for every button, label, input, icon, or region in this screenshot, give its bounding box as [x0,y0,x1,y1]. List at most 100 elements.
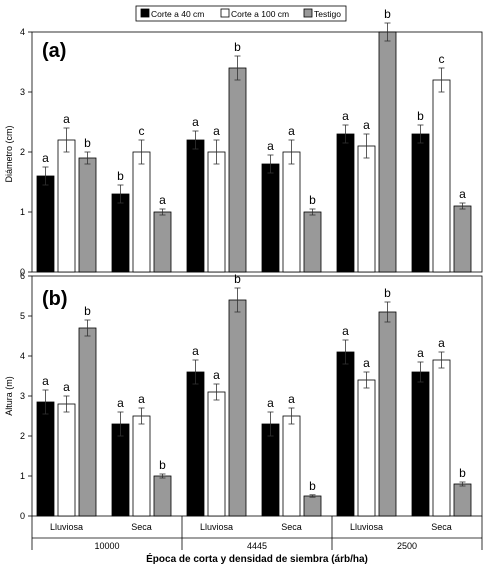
x-tick-label: Lluviosa [350,522,383,532]
bar [78,327,97,517]
x-axis-label: Época de corta y densidad de siembra (ár… [146,552,368,565]
panel-b-y-axis-label: Altura (m) [4,376,14,416]
bar [261,423,280,517]
bar [378,311,397,517]
significance-letter: a [63,380,70,394]
significance-letter: a [363,118,370,132]
bar [453,205,472,273]
bar [36,401,55,517]
legend-label-corte-100: Corte a 100 cm [231,9,289,19]
significance-letter: a [42,151,49,165]
significance-letter: b [159,458,166,472]
bar [432,79,451,273]
significance-letter: a [267,139,274,153]
significance-letter: a [342,324,349,338]
density-group-label: 4445 [247,541,267,551]
significance-letter: b [117,169,124,183]
significance-letter: a [213,124,220,138]
significance-letter: a [192,344,199,358]
x-tick-label: Seca [131,522,152,532]
density-group-label: 2500 [397,541,417,551]
significance-letter: b [384,286,391,300]
y-tick-label: 0 [20,267,25,277]
significance-letter: a [459,187,466,201]
y-tick-label: 2 [20,147,25,157]
bar [282,415,301,517]
y-tick-label: 4 [20,27,25,37]
bar [228,67,247,273]
bar [261,163,280,273]
y-tick-label: 6 [20,271,25,281]
significance-letter: b [84,136,91,150]
bar [111,193,130,273]
significance-letter: b [309,479,316,493]
bar [57,139,76,273]
bar [186,139,205,273]
significance-letter: b [234,40,241,54]
significance-letter: a [417,346,424,360]
significance-letter: a [288,392,295,406]
bar [228,299,247,517]
density-group-label: 10000 [94,541,119,551]
significance-letter: a [438,336,445,350]
bar [153,211,172,273]
legend-label-testigo: Testigo [314,9,341,19]
legend-box [135,5,347,22]
significance-letter: c [439,52,445,66]
bar [303,495,322,517]
significance-letter: a [117,396,124,410]
bar [132,151,151,273]
significance-letter: a [342,109,349,123]
y-tick-label: 3 [20,391,25,401]
bar [411,371,430,517]
bar [336,351,355,517]
legend-swatch-testigo [303,8,313,18]
legend: Corte a 40 cm Corte a 100 cm Testigo [135,5,347,22]
y-tick-label: 5 [20,311,25,321]
bar [36,175,55,273]
bar [186,371,205,517]
significance-letter: a [267,396,274,410]
x-axis-categories: Lluviosa Seca Lluviosa Seca Lluviosa Seca 1000… [31,516,483,551]
bar [153,475,172,517]
x-tick-label: Lluviosa [200,522,233,532]
bar [78,157,97,273]
significance-letter: a [288,124,295,138]
significance-letter: b [459,466,466,480]
legend-swatch-corte-100 [220,8,230,18]
bar [132,415,151,517]
significance-letter: b [384,7,391,21]
x-tick-label: Seca [281,522,302,532]
bar [378,31,397,273]
bar [57,403,76,517]
legend-label-corte-40: Corte a 40 cm [151,9,204,19]
bar [207,151,226,273]
significance-letter: c [139,124,145,138]
panel-a-label: (a) [42,40,66,62]
significance-letter: b [309,193,316,207]
significance-letter: a [363,356,370,370]
panel-a-y-axis-label: Diámetro (cm) [4,125,14,182]
bar [357,145,376,273]
x-tick-label: Lluviosa [50,522,83,532]
bar [432,359,451,517]
x-tick-label: Seca [431,522,452,532]
significance-letter: a [192,115,199,129]
bar [336,133,355,273]
significance-letter: b [234,272,241,286]
bar [303,211,322,273]
significance-letter: a [63,112,70,126]
bar [207,391,226,517]
y-tick-label: 3 [20,87,25,97]
legend-swatch-corte-40 [140,8,150,18]
y-tick-label: 1 [20,207,25,217]
panel-b-label: (b) [42,288,68,310]
bar [453,483,472,517]
significance-letter: b [84,304,91,318]
bar [282,151,301,273]
y-tick-label: 0 [20,511,25,521]
significance-letter: a [42,374,49,388]
significance-letter: b [417,109,424,123]
